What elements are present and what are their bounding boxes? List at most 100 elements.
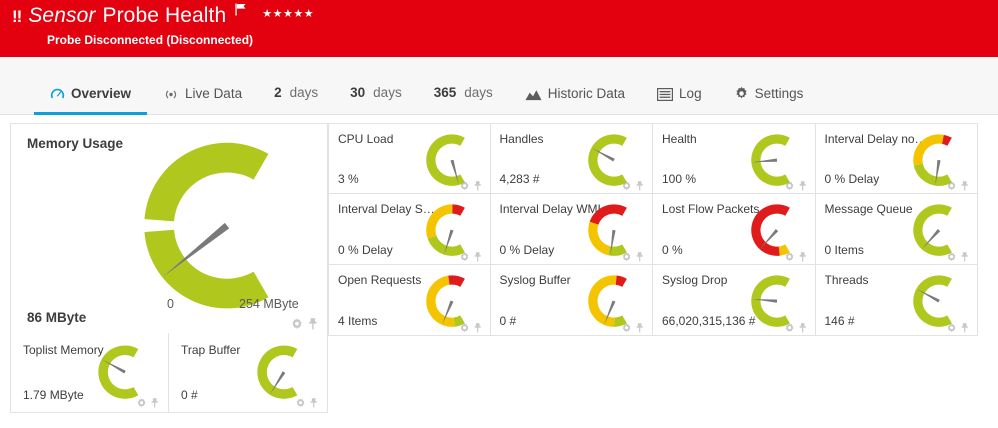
- gear-and-pin-icons: [292, 318, 317, 330]
- channel-cell[interactable]: Health 100 %: [653, 123, 816, 194]
- gauge-segment: [425, 134, 465, 186]
- channel-cell[interactable]: Message Queue 0 Items: [815, 194, 978, 265]
- channel-title: Health: [662, 132, 697, 146]
- gear-and-pin-icons: [460, 181, 481, 191]
- gauge-segment: [425, 204, 453, 239]
- flag-icon[interactable]: [234, 3, 248, 22]
- gauge-arc: [750, 134, 790, 186]
- gear-icon: [785, 181, 793, 191]
- channel-value: 0 #: [499, 314, 517, 328]
- gauge-arc: [425, 134, 465, 186]
- gauge-needle: [591, 147, 615, 162]
- channel-cell[interactable]: Syslog Buffer 0 #: [490, 265, 653, 336]
- channel-cell[interactable]: Toplist Memory 1.79 MByte: [10, 333, 169, 413]
- panel-tools[interactable]: [458, 322, 486, 334]
- panel-tools[interactable]: [620, 251, 648, 263]
- tab-historic-data[interactable]: Historic Data: [509, 57, 641, 114]
- priority-exclamation-icon: !!: [12, 6, 22, 26]
- channel-gauge: [424, 201, 482, 256]
- sensor-header: !! Sensor Probe Health ★★★★★ Probe Disco…: [0, 0, 998, 57]
- gauge-needle: [449, 159, 459, 185]
- channel-gauge: [911, 272, 969, 327]
- channel-gauge: [586, 201, 644, 256]
- channel-cell[interactable]: Interval Delay SNMP 0 % Delay: [328, 194, 491, 265]
- panel-tools[interactable]: [620, 180, 648, 192]
- channel-cell[interactable]: Lost Flow Packets 0 %: [653, 194, 816, 265]
- panel-tools[interactable]: [458, 180, 486, 192]
- channel-cell[interactable]: Interval Delay WMI 0 % Delay: [490, 194, 653, 265]
- gauge-needle: [751, 158, 777, 163]
- gear-icon: [947, 323, 956, 333]
- pin-icon: [151, 398, 158, 408]
- gear-and-pin-icons: [785, 323, 806, 333]
- channel-cell[interactable]: Interval Delay non-WM…0 % Delay: [815, 123, 978, 194]
- pin-icon: [961, 181, 968, 191]
- gear-icon: [460, 181, 468, 191]
- gauge-arc: [257, 345, 298, 399]
- pin-icon: [474, 181, 481, 191]
- gear-and-pin-icons: [137, 398, 158, 408]
- tab-days-unit: days: [373, 85, 402, 100]
- gauge-arc: [750, 204, 790, 256]
- gauge-needle: [610, 229, 616, 256]
- panel-tools[interactable]: [294, 397, 322, 409]
- gear-and-pin-icons: [622, 252, 643, 262]
- panel-tools[interactable]: [620, 322, 648, 334]
- channel-value: 4,283 #: [499, 172, 540, 186]
- gauge-segment: [614, 315, 627, 327]
- primary-channel-max-label: 254 MByte: [239, 297, 299, 311]
- panel-tools[interactable]: [458, 251, 486, 263]
- primary-channel-min-label: 0: [167, 297, 174, 311]
- gear-icon: [734, 86, 749, 101]
- gear-icon: [292, 318, 302, 330]
- live-signal-icon: [163, 88, 179, 101]
- channel-gauge: [96, 342, 158, 399]
- channel-value: 3 %: [338, 172, 359, 186]
- panel-tools[interactable]: [135, 397, 163, 409]
- gauge-needle: [162, 222, 230, 277]
- channel-gauge: [749, 272, 807, 327]
- channel-title: Trap Buffer: [181, 343, 241, 357]
- panel-tools[interactable]: [783, 322, 811, 334]
- tab-bar: Overview Live Data 2 days 30 days 365 da…: [0, 57, 998, 115]
- gauge-segment: [427, 235, 465, 256]
- panel-tools[interactable]: [945, 180, 973, 192]
- channel-cell[interactable]: Syslog Drop 66,020,315,136 #: [653, 265, 816, 336]
- gear-and-pin-icons: [947, 323, 968, 333]
- panel-tools[interactable]: [783, 180, 811, 192]
- gear-and-pin-icons: [785, 252, 806, 262]
- channel-cell[interactable]: Handles 4,283 #: [490, 123, 653, 194]
- gauge-needle: [916, 288, 940, 303]
- gauge-segment: [257, 345, 298, 399]
- gear-and-pin-icons: [622, 323, 643, 333]
- channel-cell[interactable]: Trap Buffer 0 #: [169, 333, 328, 413]
- panel-tools[interactable]: [945, 251, 973, 263]
- gear-and-pin-icons: [785, 181, 806, 191]
- tab-log[interactable]: Log: [641, 57, 718, 114]
- gauge-segment: [913, 134, 944, 166]
- channel-value: 1.79 MByte: [23, 388, 84, 402]
- pin-icon: [309, 318, 317, 330]
- tab-live-data[interactable]: Live Data: [147, 57, 258, 114]
- gauge-segment: [451, 204, 465, 216]
- panel-tools[interactable]: [945, 322, 973, 334]
- tab-30-days[interactable]: 30 days: [334, 57, 418, 114]
- channel-cell[interactable]: CPU Load 3 %: [328, 123, 491, 194]
- channel-cell[interactable]: Open Requests 4 Items: [328, 265, 491, 336]
- channel-value: 0 % Delay: [499, 243, 555, 257]
- tab-label: Overview: [71, 85, 132, 101]
- panel-tools[interactable]: [783, 251, 811, 263]
- channel-gauge: [424, 131, 482, 186]
- priority-stars[interactable]: ★★★★★: [262, 7, 315, 20]
- tab-settings[interactable]: Settings: [718, 57, 820, 114]
- chart-area-icon: [525, 88, 542, 101]
- tab-365-days[interactable]: 365 days: [418, 57, 509, 114]
- primary-channel-value: 86 MByte: [27, 310, 87, 325]
- panel-tools[interactable]: [289, 317, 323, 331]
- pin-icon: [799, 252, 806, 262]
- channel-gauge: [911, 131, 969, 186]
- channel-cell[interactable]: Threads 146 #: [815, 265, 978, 336]
- tab-2-days[interactable]: 2 days: [258, 57, 334, 114]
- tab-overview[interactable]: Overview: [34, 57, 148, 115]
- primary-channel-panel[interactable]: Memory Usage x̄ 86 MByte 0 254 MByte: [10, 123, 328, 333]
